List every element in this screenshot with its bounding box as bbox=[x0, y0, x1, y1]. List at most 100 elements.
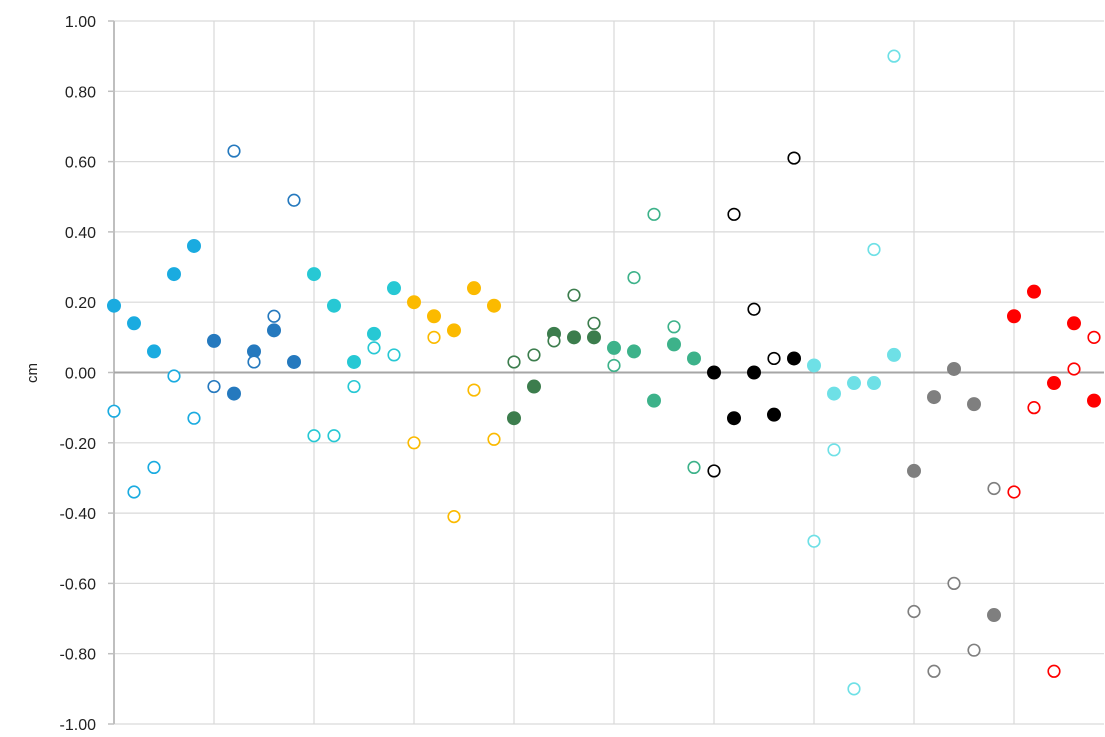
data-point-filled bbox=[168, 268, 181, 281]
data-point-open bbox=[648, 209, 660, 221]
data-point-open bbox=[208, 381, 220, 393]
data-point-open bbox=[448, 511, 460, 523]
data-point-open bbox=[188, 412, 200, 424]
data-point-open bbox=[548, 335, 560, 347]
data-point-filled bbox=[448, 324, 461, 337]
data-point-open bbox=[748, 303, 760, 315]
data-point-open bbox=[988, 483, 1000, 495]
data-point-filled bbox=[388, 282, 401, 295]
data-point-open bbox=[348, 381, 360, 393]
data-point-filled bbox=[828, 387, 841, 400]
data-point-open bbox=[248, 356, 260, 368]
y-tick-label: -0.60 bbox=[60, 576, 97, 593]
data-point-open bbox=[1028, 402, 1040, 414]
data-point-filled bbox=[948, 362, 961, 375]
data-point-open bbox=[1088, 332, 1100, 344]
data-point-open bbox=[1068, 363, 1080, 375]
data-point-filled bbox=[968, 398, 981, 411]
data-point-filled bbox=[988, 609, 1001, 622]
data-point-filled bbox=[308, 268, 321, 281]
data-point-filled bbox=[488, 299, 501, 312]
data-point-open bbox=[968, 644, 980, 656]
data-point-filled bbox=[508, 412, 521, 425]
data-point-open bbox=[1048, 665, 1060, 677]
data-point-filled bbox=[368, 327, 381, 340]
data-point-open bbox=[628, 272, 640, 284]
data-point-open bbox=[728, 209, 740, 221]
data-point-open bbox=[148, 462, 160, 474]
data-point-filled bbox=[648, 394, 661, 407]
data-point-filled bbox=[208, 334, 221, 347]
data-point-filled bbox=[888, 348, 901, 361]
data-point-filled bbox=[608, 341, 621, 354]
data-point-filled bbox=[748, 366, 761, 379]
data-point-filled bbox=[928, 391, 941, 404]
data-point-open bbox=[468, 384, 480, 396]
data-point-open bbox=[1008, 486, 1020, 498]
data-point-open bbox=[928, 665, 940, 677]
data-point-open bbox=[588, 317, 600, 329]
data-point-open bbox=[948, 578, 960, 590]
data-point-filled bbox=[908, 464, 921, 477]
data-point-filled bbox=[868, 377, 881, 390]
data-point-open bbox=[828, 444, 840, 456]
data-point-filled bbox=[188, 239, 201, 252]
data-point-open bbox=[888, 50, 900, 62]
axis-layer: 1.00 0.80 0.60 0.40 0.20 0.00 -0.20 -0.40 -0.60 -… bbox=[60, 14, 1104, 734]
data-point-open bbox=[168, 370, 180, 382]
data-point-open bbox=[328, 430, 340, 442]
data-point-filled bbox=[668, 338, 681, 351]
data-point-filled bbox=[328, 299, 341, 312]
data-point-open bbox=[488, 433, 500, 445]
data-point-open bbox=[388, 349, 400, 361]
data-point-filled bbox=[568, 331, 581, 344]
data-point-filled bbox=[628, 345, 641, 358]
data-point-open bbox=[528, 349, 540, 361]
data-point-open bbox=[688, 462, 700, 474]
data-point-open bbox=[568, 289, 580, 301]
y-tick-label: 0.60 bbox=[65, 155, 96, 172]
y-axis-label: cm bbox=[24, 363, 41, 383]
data-point-filled bbox=[588, 331, 601, 344]
data-point-filled bbox=[708, 366, 721, 379]
data-point-filled bbox=[1068, 317, 1081, 330]
data-point-open bbox=[508, 356, 520, 368]
data-point-filled bbox=[348, 355, 361, 368]
data-point-filled bbox=[788, 352, 801, 365]
data-point-filled bbox=[288, 355, 301, 368]
data-point-filled bbox=[408, 296, 421, 309]
data-point-open bbox=[408, 437, 420, 449]
data-point-open bbox=[808, 535, 820, 547]
data-point-filled bbox=[228, 387, 241, 400]
data-point-filled bbox=[128, 317, 141, 330]
data-point-filled bbox=[108, 299, 121, 312]
data-point-filled bbox=[1088, 394, 1101, 407]
data-point-open bbox=[908, 606, 920, 618]
data-point-filled bbox=[848, 377, 861, 390]
data-point-open bbox=[368, 342, 380, 354]
data-point-open bbox=[268, 310, 280, 322]
data-point-filled bbox=[528, 380, 541, 393]
y-tick-label: -0.40 bbox=[60, 506, 97, 523]
data-point-open bbox=[848, 683, 860, 695]
data-point-open bbox=[868, 244, 880, 256]
data-point-filled bbox=[808, 359, 821, 372]
y-tick-label: 0.80 bbox=[65, 84, 96, 101]
data-point-filled bbox=[148, 345, 161, 358]
data-point-filled bbox=[688, 352, 701, 365]
data-point-open bbox=[788, 152, 800, 164]
data-point-filled bbox=[768, 408, 781, 421]
data-point-filled bbox=[1028, 285, 1041, 298]
data-point-open bbox=[308, 430, 320, 442]
data-point-filled bbox=[428, 310, 441, 323]
y-tick-label: 0.00 bbox=[65, 366, 96, 383]
data-point-open bbox=[228, 145, 240, 157]
data-point-filled bbox=[1048, 377, 1061, 390]
data-point-open bbox=[128, 486, 140, 498]
data-point-filled bbox=[268, 324, 281, 337]
y-tick-label: -1.00 bbox=[60, 717, 97, 734]
data-point-filled bbox=[1008, 310, 1021, 323]
y-tick-label: -0.80 bbox=[60, 647, 97, 664]
data-point-open bbox=[428, 332, 440, 344]
